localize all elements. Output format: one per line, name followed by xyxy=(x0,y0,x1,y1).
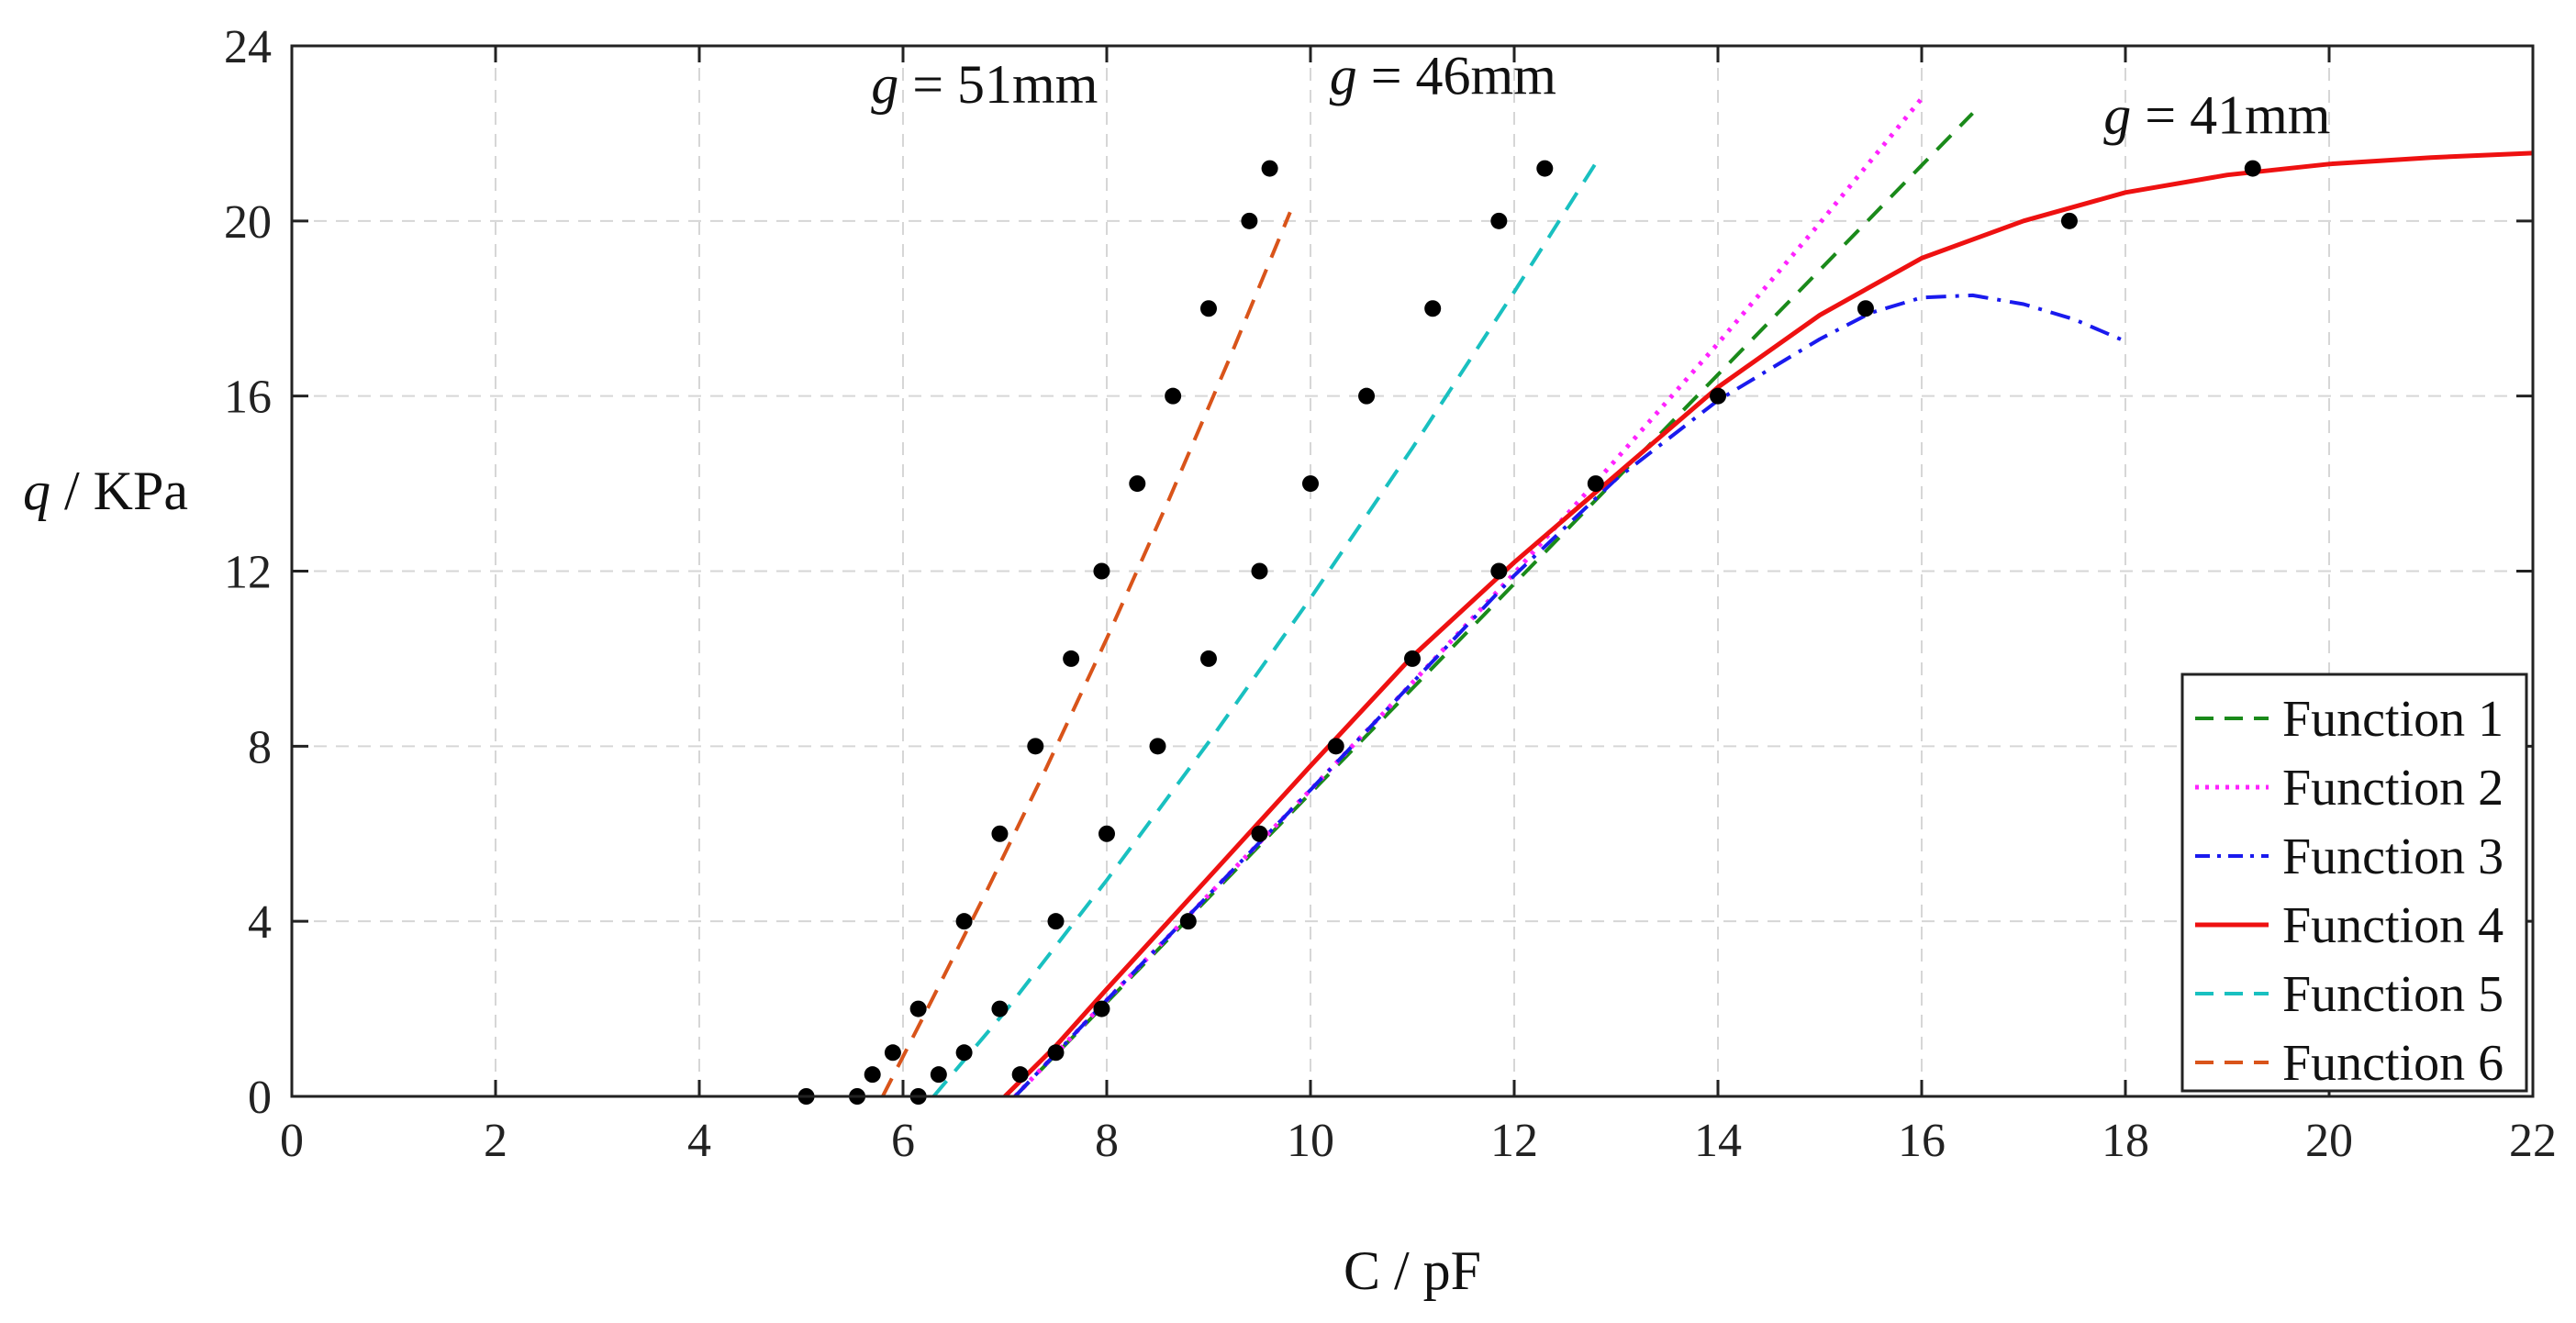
x-tick-label: 10 xyxy=(1287,1115,1334,1167)
data-point xyxy=(1490,212,1508,229)
data-point xyxy=(1093,1000,1110,1017)
axis-ticks xyxy=(290,44,2535,1098)
y-axis-label: q / KPa xyxy=(23,461,188,521)
data-point xyxy=(1302,475,1319,493)
data-point xyxy=(2060,212,2078,229)
data-point xyxy=(1857,300,1874,317)
legend-label-function-3: Function 3 xyxy=(2282,828,2504,885)
data-point xyxy=(991,1000,1009,1017)
x-tick-label: 18 xyxy=(2102,1115,2149,1167)
x-tick-label: 0 xyxy=(280,1115,304,1167)
series-line-function-4 xyxy=(1003,150,2533,1096)
legend-label-function-2: Function 2 xyxy=(2282,760,2504,817)
data-point xyxy=(1098,825,1115,842)
y-tick-label: 0 xyxy=(248,1072,272,1124)
annotation-value: = 46mm xyxy=(1357,45,1556,106)
data-point xyxy=(1165,387,1182,405)
x-tick-label: 22 xyxy=(2509,1115,2557,1167)
data-point xyxy=(1251,562,1268,580)
legend-label-function-4: Function 4 xyxy=(2282,897,2504,954)
data-point xyxy=(1149,738,1166,755)
y-tick-label: 4 xyxy=(248,896,272,949)
data-point xyxy=(864,1066,881,1084)
x-tick-label: 4 xyxy=(687,1115,711,1167)
curve-annotation: g = 41mm xyxy=(2103,84,2330,145)
y-tick-label: 20 xyxy=(224,196,272,249)
y-axis-label-rest: / KPa xyxy=(50,461,188,521)
curve-annotation: g = 51mm xyxy=(871,54,1098,115)
x-tick-label: 8 xyxy=(1095,1115,1119,1167)
data-point xyxy=(1027,738,1044,755)
data-point xyxy=(1047,913,1065,930)
data-point xyxy=(930,1066,947,1084)
curve-annotation: g = 46mm xyxy=(1330,45,1556,106)
data-point xyxy=(955,1044,973,1062)
data-point xyxy=(1327,738,1344,755)
x-tick-label: 2 xyxy=(484,1115,507,1167)
y-tick-label: 8 xyxy=(248,721,272,773)
data-point xyxy=(909,1000,927,1017)
x-tick-label: 6 xyxy=(891,1115,915,1167)
y-tick-label: 12 xyxy=(224,547,272,599)
annotation-variable: g xyxy=(871,54,898,115)
data-point xyxy=(1200,650,1217,667)
data-point xyxy=(1200,300,1217,317)
data-point xyxy=(1241,212,1258,229)
y-axis-label-var: q xyxy=(23,461,50,521)
data-point xyxy=(1587,475,1604,493)
x-tick-label: 20 xyxy=(2305,1115,2353,1167)
legend-box xyxy=(2180,673,2528,1093)
data-point xyxy=(1093,562,1110,580)
data-point xyxy=(1490,562,1508,580)
legend-label-function-5: Function 5 xyxy=(2282,966,2504,1023)
data-point xyxy=(884,1044,901,1062)
x-tick-label: 16 xyxy=(1898,1115,1946,1167)
series-line-function-5 xyxy=(931,161,1598,1096)
data-point xyxy=(1047,1044,1065,1062)
data-point xyxy=(1179,913,1197,930)
data-point xyxy=(1251,825,1268,842)
x-tick-label: 12 xyxy=(1490,1115,1538,1167)
x-tick-label: 14 xyxy=(1694,1115,1742,1167)
annotation-value: = 41mm xyxy=(2131,84,2330,145)
legend: Function 1 Function 2 Function 3 Function 4… xyxy=(2180,673,2528,1093)
data-point xyxy=(991,825,1009,842)
y-tick-label: 24 xyxy=(224,21,272,73)
annotation-value: = 51mm xyxy=(898,54,1098,115)
data-point xyxy=(1424,300,1442,317)
legend-label-function-6: Function 6 xyxy=(2282,1035,2504,1092)
data-point xyxy=(1063,650,1080,667)
annotation-variable: g xyxy=(1330,45,1357,106)
data-point xyxy=(1261,160,1278,177)
data-point xyxy=(2244,160,2261,177)
legend-label-function-1: Function 1 xyxy=(2282,691,2504,748)
data-point xyxy=(1358,387,1376,405)
data-point xyxy=(1129,475,1146,493)
plot-frame xyxy=(290,44,2535,1098)
legend-entries: Function 1 Function 2 Function 3 Function 4… xyxy=(2195,691,2504,1092)
series-line-function-1 xyxy=(1013,112,1974,1096)
annotation-variable: g xyxy=(2103,84,2131,145)
x-axis-label: C / pF xyxy=(1344,1240,1481,1301)
series-line-function-6 xyxy=(881,211,1292,1096)
data-point xyxy=(1710,387,1726,405)
data-point xyxy=(955,913,973,930)
data-point xyxy=(1011,1066,1029,1084)
data-point xyxy=(1404,650,1421,667)
data-point xyxy=(1536,160,1554,177)
y-tick-label: 16 xyxy=(224,372,272,424)
